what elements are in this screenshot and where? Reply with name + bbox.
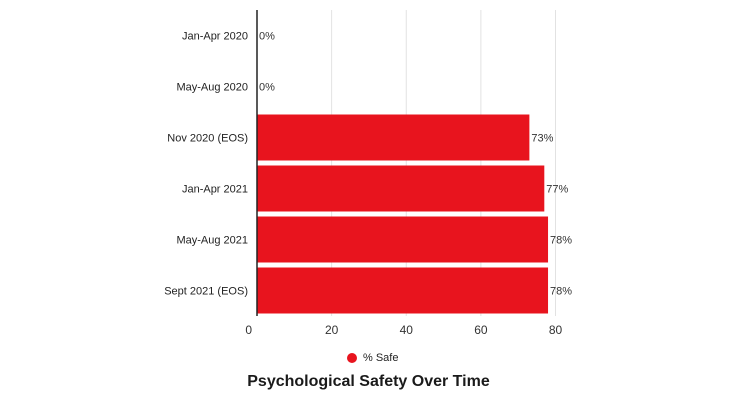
x-tick-label: 0 — [245, 323, 252, 337]
x-tick-label: 60 — [474, 323, 488, 337]
legend: % Safe — [347, 349, 398, 367]
category-label: Nov 2020 (EOS) — [167, 133, 248, 145]
legend-swatch — [347, 353, 357, 363]
data-label: 78% — [550, 286, 572, 298]
bar — [257, 267, 549, 314]
legend-label: % Safe — [363, 352, 399, 364]
category-label: May-Aug 2020 — [176, 82, 248, 94]
data-label: 0% — [259, 82, 275, 94]
data-label: 73% — [531, 133, 553, 145]
category-label: Jan-Apr 2021 — [182, 184, 248, 196]
category-label: May-Aug 2021 — [176, 235, 248, 247]
data-label: 78% — [550, 235, 572, 247]
x-tick-label: 80 — [549, 323, 563, 337]
chart-title: Psychological Safety Over Time — [247, 373, 490, 390]
data-label: 0% — [259, 31, 275, 43]
bar — [257, 216, 549, 263]
bar — [257, 165, 545, 212]
category-label: Jan-Apr 2020 — [182, 31, 248, 43]
category-label: Sept 2021 (EOS) — [164, 286, 248, 298]
x-tick-label: 40 — [400, 323, 414, 337]
bar — [257, 114, 530, 161]
x-tick-label: 20 — [325, 323, 339, 337]
data-label: 77% — [546, 184, 568, 196]
